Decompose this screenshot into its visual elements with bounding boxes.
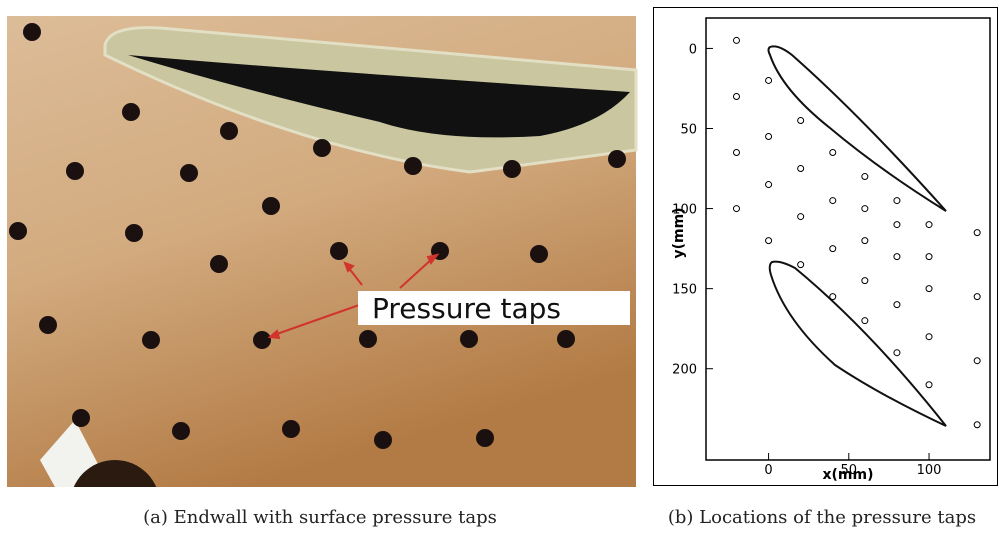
tap bbox=[253, 331, 271, 349]
point bbox=[797, 165, 805, 173]
annotation: Pressure taps bbox=[372, 292, 561, 325]
tap bbox=[460, 330, 478, 348]
x-tick-label: 50 bbox=[841, 463, 858, 478]
point bbox=[925, 221, 933, 229]
point bbox=[893, 197, 901, 205]
airfoil-outline bbox=[768, 260, 947, 427]
point bbox=[973, 293, 981, 301]
tap bbox=[172, 422, 190, 440]
point bbox=[861, 277, 869, 285]
tap bbox=[220, 122, 238, 140]
y-axis-label: y(mm) bbox=[671, 207, 687, 258]
tap bbox=[557, 330, 575, 348]
annotation-arrows bbox=[267, 253, 440, 340]
point bbox=[829, 149, 837, 157]
y-tick-label: 200 bbox=[672, 363, 697, 378]
tap bbox=[66, 162, 84, 180]
arrow bbox=[399, 257, 434, 289]
x-tick-label: 0 bbox=[764, 463, 772, 478]
point bbox=[893, 349, 901, 357]
point bbox=[925, 253, 933, 261]
point bbox=[797, 213, 805, 221]
point bbox=[765, 181, 773, 189]
point bbox=[893, 253, 901, 261]
point bbox=[973, 357, 981, 365]
point bbox=[829, 293, 837, 301]
x-tick-label: 100 bbox=[917, 463, 942, 478]
point bbox=[893, 221, 901, 229]
point bbox=[925, 285, 933, 293]
point bbox=[732, 149, 740, 157]
point bbox=[861, 237, 869, 245]
tap bbox=[404, 157, 422, 175]
annotation-box bbox=[358, 291, 630, 325]
point bbox=[925, 381, 933, 389]
photo-airfoil-slot bbox=[128, 55, 630, 138]
tap bbox=[530, 245, 548, 263]
point bbox=[797, 261, 805, 269]
point bbox=[765, 76, 773, 84]
point bbox=[925, 333, 933, 341]
point bbox=[797, 116, 805, 124]
point bbox=[973, 421, 981, 429]
arrowhead bbox=[343, 261, 355, 273]
tap bbox=[503, 160, 521, 178]
plot-frame bbox=[705, 17, 991, 461]
tap bbox=[476, 429, 494, 447]
x-axis-label: x(mm) bbox=[822, 467, 873, 483]
panel-frame bbox=[653, 7, 998, 486]
point bbox=[732, 92, 740, 100]
y-tick-label: 0 bbox=[689, 42, 697, 57]
tap bbox=[262, 197, 280, 215]
tap bbox=[125, 224, 143, 242]
point bbox=[973, 229, 981, 237]
point bbox=[861, 205, 869, 213]
y-tick-label: 50 bbox=[680, 123, 697, 138]
airfoils bbox=[767, 45, 947, 427]
tap bbox=[23, 23, 41, 41]
tap bbox=[122, 103, 140, 121]
point bbox=[829, 197, 837, 205]
photo-taps bbox=[9, 23, 626, 449]
tap bbox=[180, 164, 198, 182]
caption: (b) Locations of the pressure taps bbox=[668, 507, 976, 528]
point bbox=[732, 205, 740, 213]
airfoil-outline bbox=[767, 45, 947, 212]
point bbox=[829, 245, 837, 253]
arrowhead bbox=[267, 329, 281, 340]
point bbox=[732, 36, 740, 44]
point bbox=[765, 133, 773, 141]
arrowhead bbox=[426, 253, 440, 265]
tap bbox=[9, 222, 27, 240]
tap bbox=[72, 409, 90, 427]
tap bbox=[359, 330, 377, 348]
point bbox=[861, 173, 869, 181]
tap bbox=[142, 331, 160, 349]
tap bbox=[330, 242, 348, 260]
tap bbox=[608, 150, 626, 168]
point bbox=[861, 317, 869, 325]
caption: (a) Endwall with surface pressure taps bbox=[143, 507, 497, 528]
arrow bbox=[273, 303, 363, 336]
tap bbox=[39, 316, 57, 334]
y-tick-label: 150 bbox=[672, 283, 697, 298]
photo-crop bbox=[7, 487, 636, 539]
photo: Pressure taps bbox=[7, 16, 638, 539]
y-tick-label: 100 bbox=[672, 203, 697, 218]
tap bbox=[374, 431, 392, 449]
tap bbox=[210, 255, 228, 273]
tap bbox=[313, 139, 331, 157]
tap bbox=[282, 420, 300, 438]
point bbox=[893, 301, 901, 309]
point bbox=[765, 237, 773, 245]
